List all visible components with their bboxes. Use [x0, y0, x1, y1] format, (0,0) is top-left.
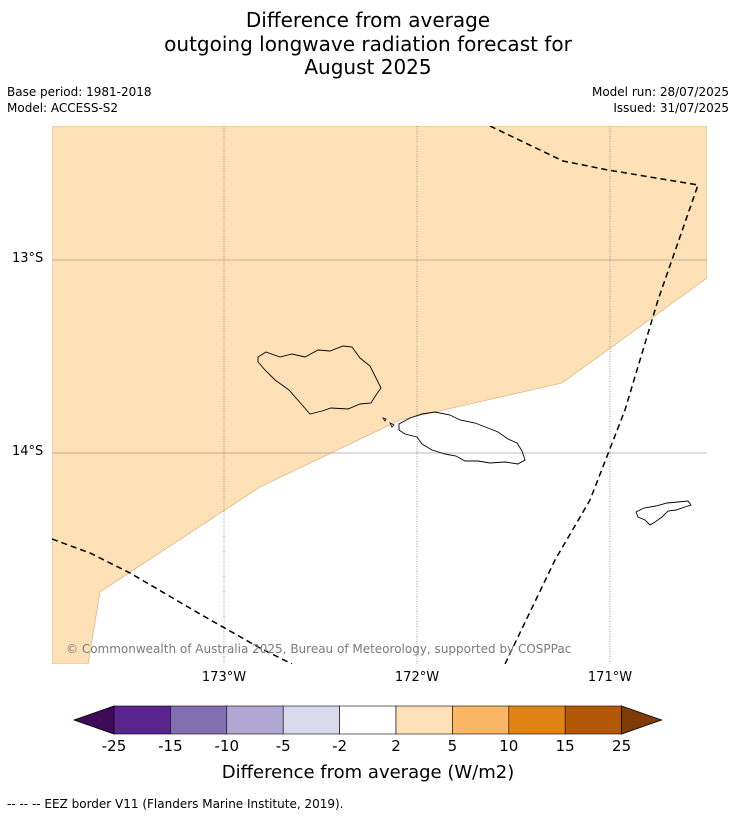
eez-legend-note: -- -- -- EEZ border V11 (Flanders Marine…	[7, 797, 344, 811]
colorbar-extend-low	[72, 705, 115, 735]
colorbar-tick-label: 10	[499, 737, 519, 755]
colorbar-tick-label: -2	[332, 737, 348, 755]
issued-date: Issued: 31/07/2025	[613, 101, 729, 115]
lat-label-14s: 14°S	[12, 444, 44, 459]
colorbar-tick-label: 15	[555, 737, 575, 755]
model-name: Model: ACCESS-S2	[7, 101, 119, 115]
colorbar-tick-label: 25	[612, 737, 632, 755]
tutuila-island	[635, 500, 692, 526]
base-period: Base period: 1981-2018	[7, 85, 152, 99]
lat-label-13s: 13°S	[12, 251, 44, 266]
colorbar-tick-label: -10	[214, 737, 240, 755]
colorbar-tick-label: 2	[391, 737, 401, 755]
lon-label-171w: 171°W	[587, 670, 633, 685]
colorbar-segment	[226, 705, 284, 735]
savaii-island	[257, 345, 382, 415]
colorbar-tick-label: -25	[101, 737, 127, 755]
colorbar-segment	[452, 705, 510, 735]
colorbar-segment	[282, 705, 340, 735]
colorbar-segment	[170, 705, 228, 735]
copyright-notice: © Commonwealth of Australia 2025, Bureau…	[66, 642, 572, 656]
model-run: Model run: 28/07/2025	[591, 85, 729, 99]
title-line-1: Difference from average	[245, 8, 491, 32]
upolu-island	[398, 411, 526, 465]
manono-islet	[382, 417, 395, 428]
lon-label-172w: 172°W	[394, 670, 440, 685]
title-line-3: August 2025	[304, 55, 432, 79]
colorbar-tick-label: -15	[158, 737, 183, 755]
eez-border-southwest	[52, 538, 293, 664]
title-line-2: outgoing longwave radiation forecast for	[164, 32, 572, 56]
colorbar	[72, 705, 663, 735]
colorbar-segment	[113, 705, 171, 735]
colorbar-segment	[564, 705, 622, 735]
lon-label-173w: 173°W	[201, 670, 247, 685]
colorbar-extend-high	[621, 705, 663, 735]
colorbar-tick-label: -5	[275, 737, 291, 755]
colorbar-segment	[508, 705, 566, 735]
colorbar-segment	[395, 705, 453, 735]
colorbar-tick-label: 5	[447, 737, 458, 755]
colorbar-segment	[339, 705, 397, 735]
colorbar-label: Difference from average (W/m2)	[221, 762, 515, 783]
anomaly-fill-region	[52, 126, 707, 664]
